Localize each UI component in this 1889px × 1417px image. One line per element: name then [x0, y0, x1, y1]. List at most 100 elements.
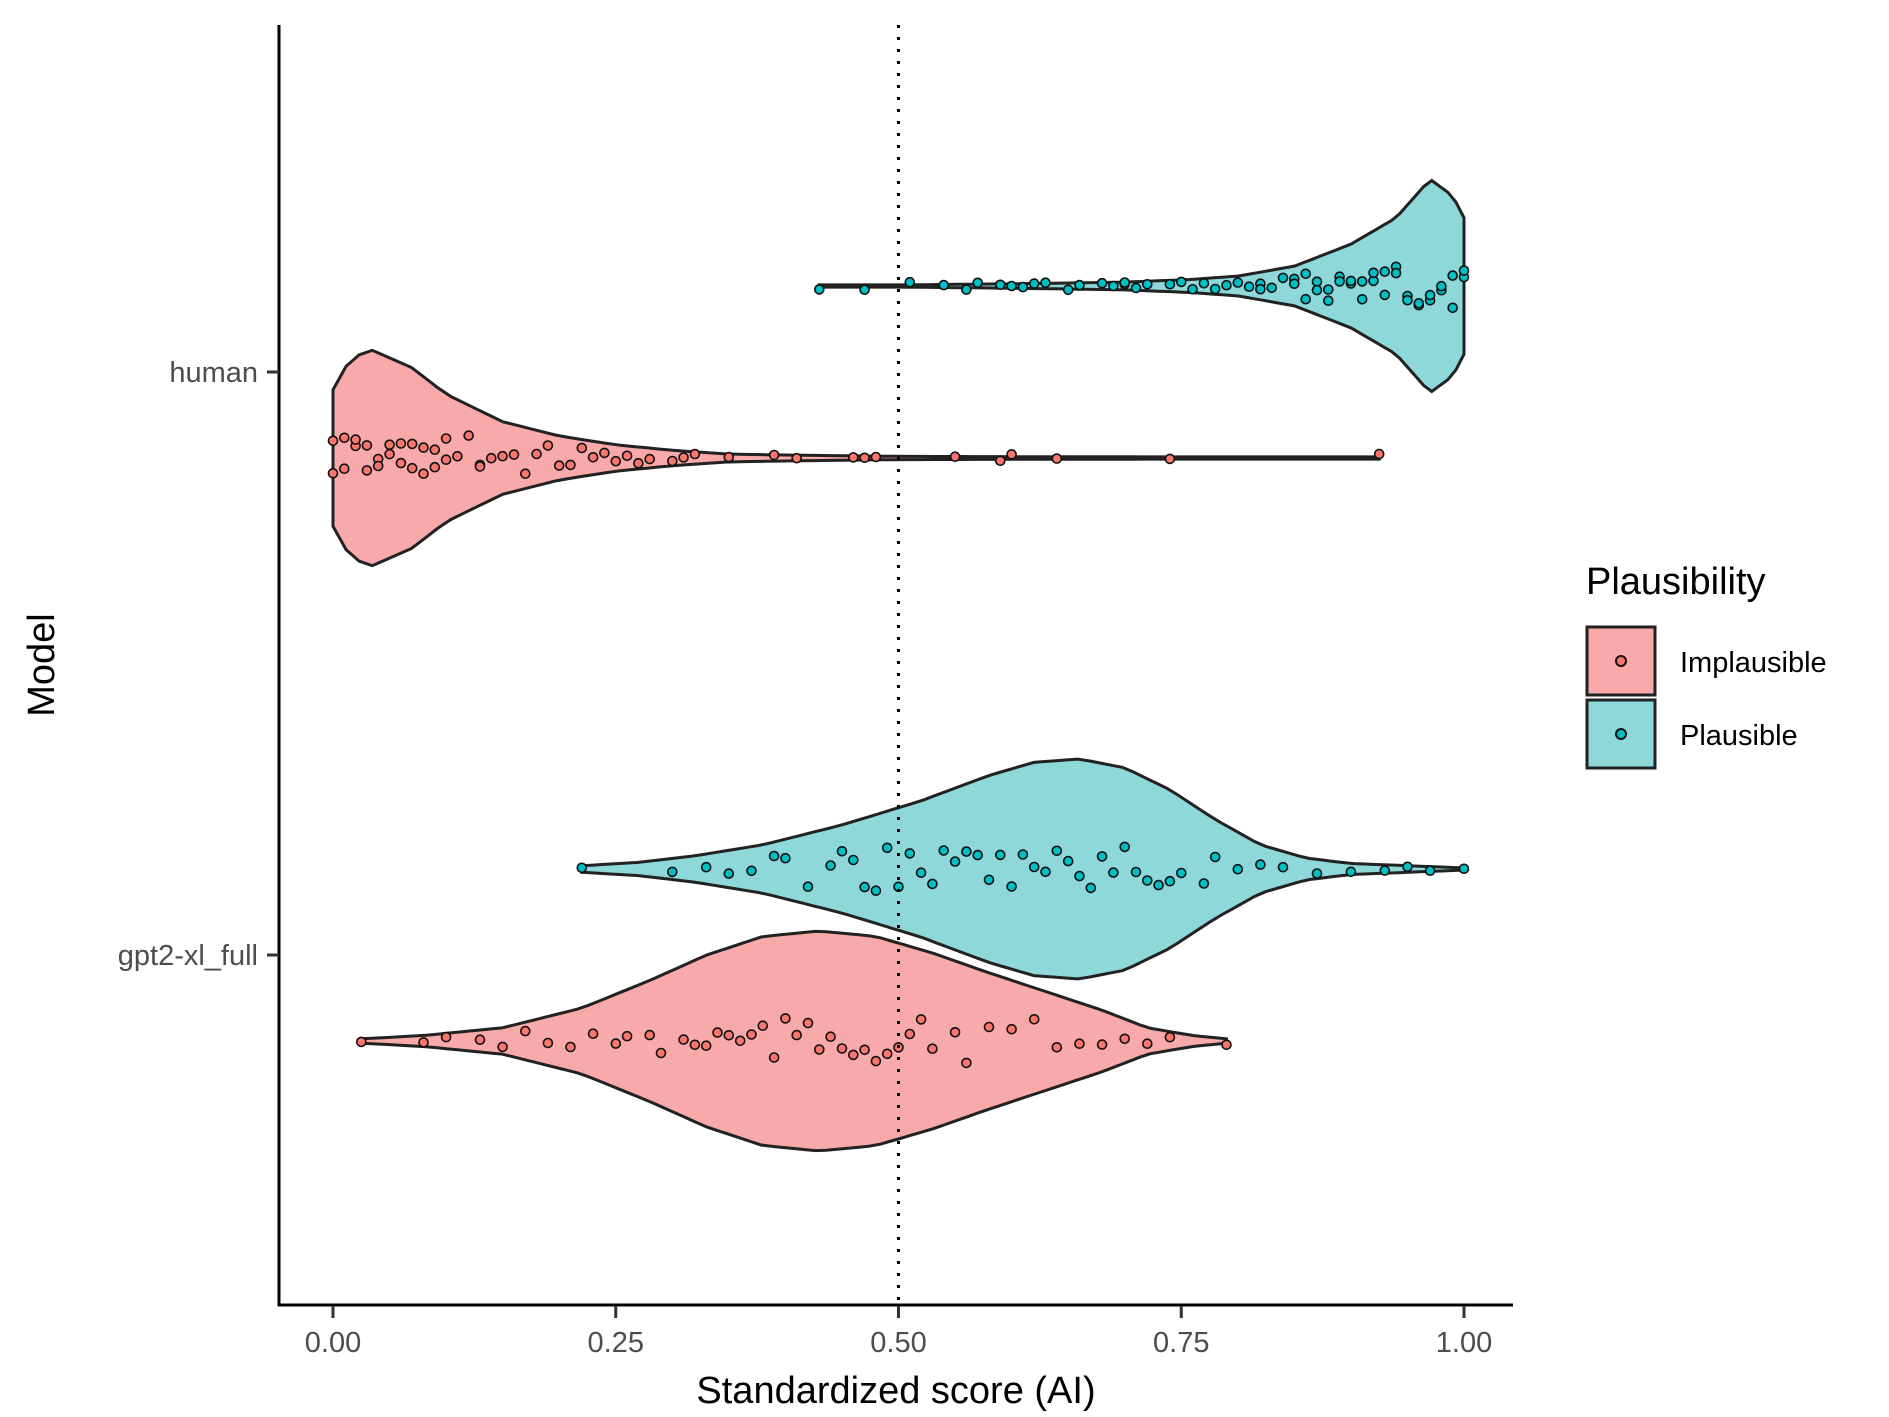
- point-implausible-gpt2-xl-full-41: [1051, 1042, 1063, 1053]
- point-implausible-human-13: [395, 457, 407, 469]
- x-axis-title: Standardized score (AI): [696, 1370, 1095, 1412]
- point-implausible-human-37: [610, 455, 622, 467]
- point-implausible-gpt2-xl-full-40: [1028, 1013, 1040, 1025]
- point-plausible-gpt2-xl-full-19: [949, 856, 961, 867]
- point-implausible-human-20: [440, 433, 452, 444]
- point-plausible-gpt2-xl-full-31: [1085, 882, 1097, 894]
- point-plausible-gpt2-xl-full-40: [1198, 878, 1210, 889]
- violin-plausible-gpt2-xl-full: [580, 757, 1466, 981]
- legend-item-plausible: Plausible: [1585, 698, 1798, 770]
- point-plausible-human-47: [1379, 266, 1391, 277]
- point-implausible-gpt2-xl-full-17: [723, 1030, 735, 1041]
- y-tick-label-1: gpt2-xl_full: [118, 940, 258, 972]
- point-plausible-gpt2-xl-full-4: [746, 865, 757, 877]
- x-tick-label-4: 1.00: [1436, 1327, 1492, 1359]
- point-plausible-gpt2-xl-full-38: [1164, 875, 1176, 887]
- point-implausible-gpt2-xl-full-37: [961, 1057, 972, 1069]
- point-plausible-human-56: [1424, 289, 1436, 301]
- point-implausible-gpt2-xl-full-22: [780, 1013, 791, 1024]
- plot-area: [327, 25, 1470, 1305]
- point-implausible-gpt2-xl-full-24: [802, 1017, 814, 1029]
- point-plausible-human-54: [1413, 297, 1425, 309]
- point-plausible-gpt2-xl-full-12: [870, 885, 882, 897]
- point-plausible-human-32: [1289, 278, 1300, 290]
- x-tick-label-0: 0.00: [305, 1327, 361, 1359]
- point-plausible-gpt2-xl-full-41: [1209, 851, 1221, 863]
- point-implausible-gpt2-xl-full-1: [418, 1037, 429, 1048]
- point-implausible-human-25: [474, 461, 486, 472]
- point-plausible-gpt2-xl-full-47: [1379, 865, 1391, 876]
- point-implausible-human-41: [666, 455, 678, 467]
- point-implausible-gpt2-xl-full-4: [497, 1041, 508, 1053]
- point-implausible-human-16: [418, 468, 429, 480]
- point-plausible-gpt2-xl-full-45: [1311, 868, 1323, 879]
- point-implausible-gpt2-xl-full-34: [915, 1014, 927, 1025]
- point-implausible-human-36: [599, 447, 610, 459]
- point-plausible-gpt2-xl-full-33: [1108, 867, 1119, 878]
- point-plausible-human-7: [1006, 280, 1017, 292]
- point-plausible-human-10: [1040, 277, 1051, 289]
- point-plausible-human-30: [1277, 272, 1289, 284]
- point-plausible-human-13: [1096, 277, 1108, 289]
- point-plausible-human-12: [1074, 279, 1085, 291]
- point-implausible-human-38: [621, 450, 633, 462]
- legend: Plausibility Implausible Plausible: [1585, 561, 1827, 770]
- point-plausible-gpt2-xl-full-44: [1277, 861, 1289, 873]
- point-plausible-gpt2-xl-full-3: [723, 868, 735, 879]
- point-implausible-human-17: [418, 442, 429, 453]
- point-implausible-gpt2-xl-full-12: [655, 1047, 667, 1059]
- point-plausible-gpt2-xl-full-22: [983, 874, 995, 886]
- point-implausible-human-42: [678, 452, 689, 463]
- point-implausible-human-43: [689, 448, 701, 460]
- point-implausible-gpt2-xl-full-26: [825, 1031, 836, 1042]
- point-implausible-gpt2-xl-full-44: [1119, 1033, 1130, 1045]
- point-plausible-gpt2-xl-full-15: [904, 848, 916, 859]
- point-implausible-gpt2-xl-full-3: [474, 1034, 486, 1045]
- point-implausible-human-49: [870, 451, 882, 463]
- point-plausible-gpt2-xl-full-46: [1345, 866, 1357, 878]
- point-implausible-human-33: [565, 459, 576, 471]
- point-plausible-human-42: [1345, 275, 1357, 287]
- point-plausible-gpt2-xl-full-34: [1119, 841, 1130, 853]
- point-implausible-human-9: [372, 460, 384, 472]
- point-implausible-gpt2-xl-full-33: [904, 1028, 916, 1040]
- point-plausible-gpt2-xl-full-48: [1402, 861, 1413, 873]
- point-plausible-human-5: [972, 277, 984, 289]
- point-implausible-gpt2-xl-full-30: [870, 1055, 882, 1067]
- point-implausible-human-39: [633, 457, 644, 469]
- point-implausible-human-31: [542, 440, 554, 451]
- point-implausible-human-22: [452, 450, 463, 462]
- point-plausible-human-60: [1447, 270, 1458, 281]
- point-implausible-human-47: [847, 452, 859, 463]
- point-implausible-gpt2-xl-full-0: [355, 1036, 367, 1048]
- point-plausible-human-26: [1243, 281, 1255, 293]
- point-plausible-human-28: [1255, 283, 1266, 295]
- point-implausible-gpt2-xl-full-39: [1006, 1023, 1017, 1035]
- point-plausible-human-2: [904, 276, 916, 288]
- point-implausible-gpt2-xl-full-45: [1142, 1038, 1153, 1049]
- point-implausible-gpt2-xl-full-36: [949, 1027, 961, 1038]
- point-plausible-gpt2-xl-full-36: [1142, 875, 1153, 886]
- point-implausible-gpt2-xl-full-10: [621, 1030, 633, 1042]
- point-plausible-gpt2-xl-full-11: [859, 881, 870, 893]
- point-implausible-human-6: [361, 465, 373, 476]
- point-plausible-gpt2-xl-full-7: [802, 881, 814, 893]
- point-implausible-human-3: [338, 432, 350, 444]
- point-plausible-human-58: [1436, 280, 1447, 292]
- legend-title: Plausibility: [1586, 561, 1766, 603]
- point-plausible-gpt2-xl-full-1: [666, 866, 678, 878]
- violin-plausible-human: [817, 178, 1466, 394]
- point-implausible-gpt2-xl-full-15: [700, 1040, 712, 1051]
- point-implausible-human-40: [644, 453, 656, 465]
- point-plausible-gpt2-xl-full-18: [938, 845, 950, 856]
- point-implausible-gpt2-xl-full-8: [587, 1028, 599, 1039]
- legend-point-plausible: [1615, 728, 1627, 740]
- point-implausible-human-12: [395, 438, 407, 449]
- point-plausible-gpt2-xl-full-43: [1255, 859, 1266, 870]
- point-plausible-gpt2-xl-full-30: [1074, 870, 1085, 882]
- point-plausible-human-46: [1368, 267, 1379, 279]
- point-implausible-human-52: [1006, 449, 1017, 460]
- point-plausible-human-14: [1108, 280, 1119, 292]
- point-implausible-human-45: [768, 449, 780, 461]
